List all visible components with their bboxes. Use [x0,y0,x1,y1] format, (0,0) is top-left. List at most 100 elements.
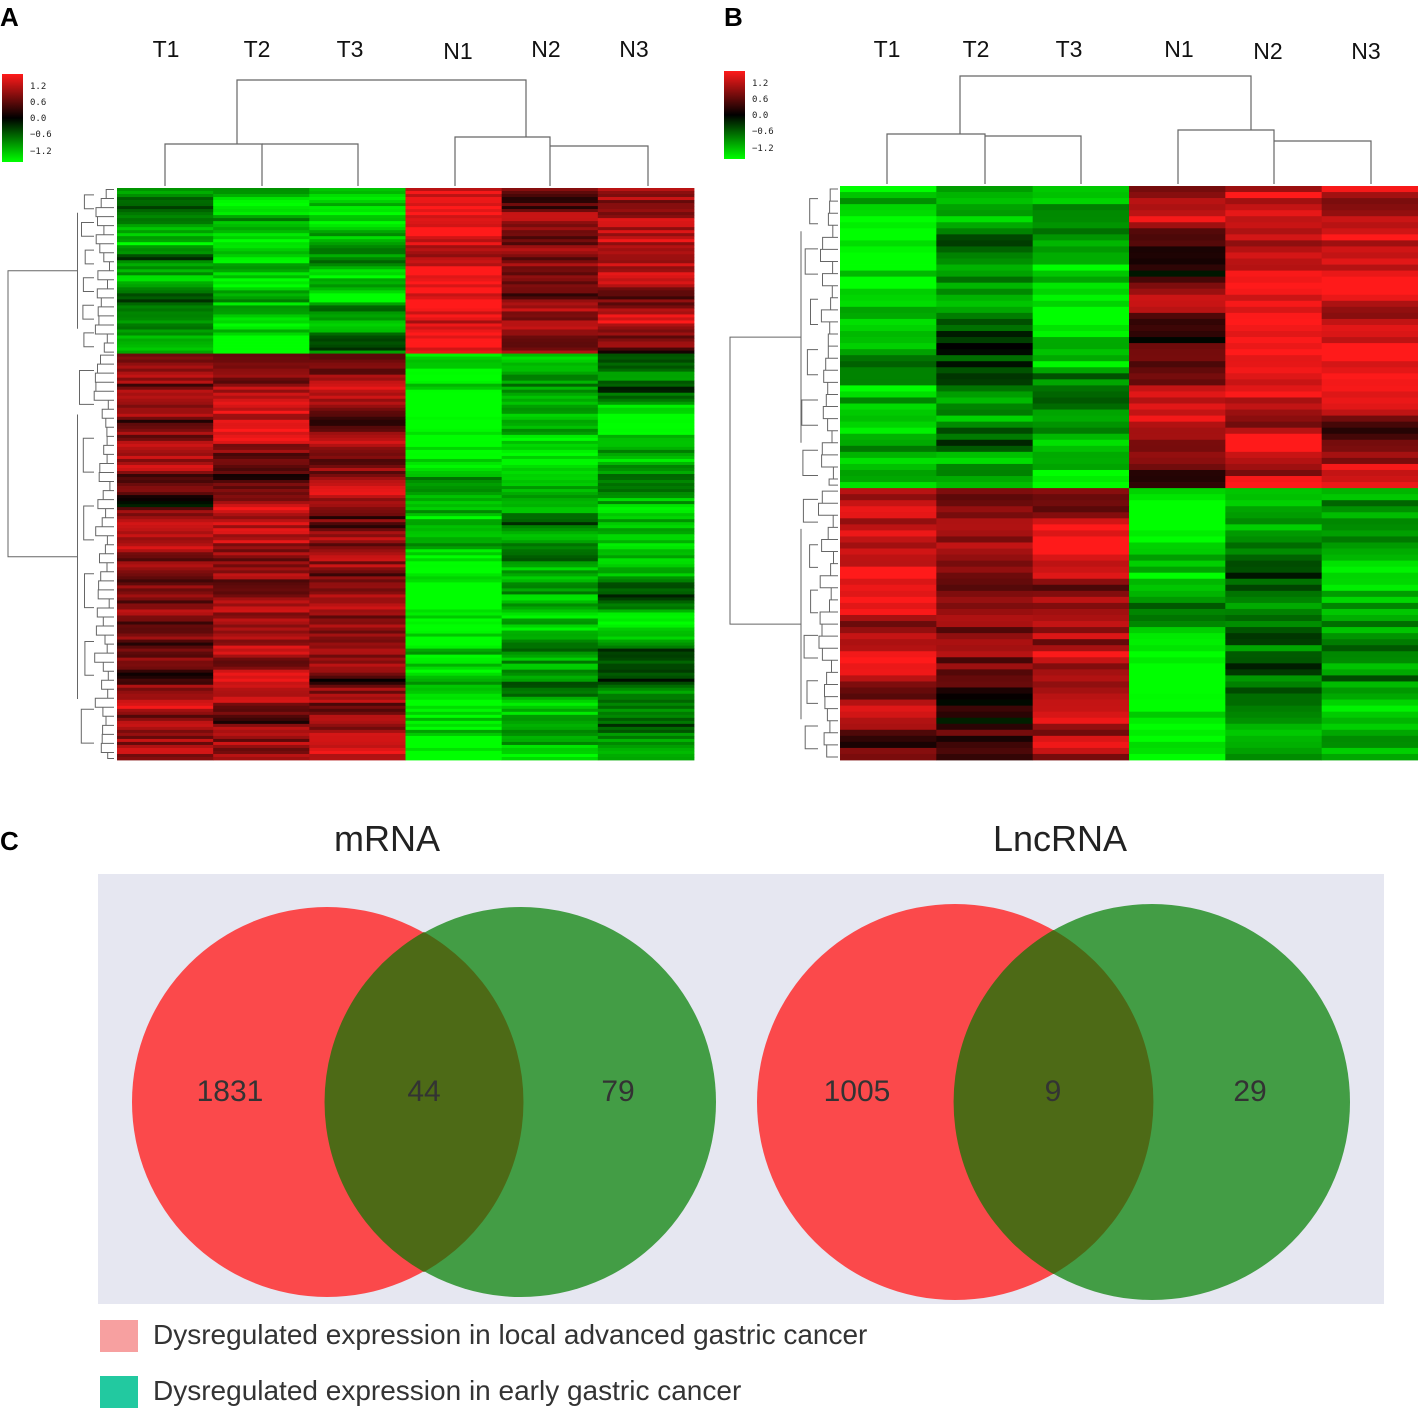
heatmap-b-cell-t1-upper-31 [840,373,937,380]
heatmap-a-cell-n3-lower-87 [597,615,695,619]
heatmap-b-cell-t3-upper-35 [1032,397,1130,404]
heatmap-b-cell-n3-upper-34 [1321,391,1418,398]
heatmap-a-cell-n3-lower-49 [597,501,695,505]
heatmap-b-cell-t2-lower-39 [936,723,1034,731]
heatmap-b-cell-t1-lower-42 [840,741,937,749]
heatmap-a-cell-t1-lower-79 [117,591,214,595]
heatmap-a-cell-n1-upper-4 [405,200,503,204]
heatmap-a-cell-t2-lower-123 [213,723,310,728]
heatmap-b-cell-t1-lower-18 [840,596,937,604]
heatmap-a-cell-n2-lower-87 [501,615,599,619]
heatmap-b-cell-n3-lower-43 [1321,747,1418,755]
heatmap-b-cell-t3-upper-19 [1032,300,1130,308]
heatmap-a-cell-n2-lower-84 [501,606,599,610]
heatmap-a-cell-n2-lower-37 [501,464,599,469]
heatmap-a-cell-t2-upper-11 [213,221,310,225]
heatmap-a-cell-t2-upper-27 [213,269,310,273]
heatmap-a-cell-t1-lower-82 [117,600,214,604]
heatmap-b-cell-t2-lower-38 [936,717,1034,725]
heatmap-a-cell-n3-lower-68 [597,558,695,562]
heatmap-b-cell-n2-lower-8 [1225,536,1323,543]
heatmap-a-cell-t1-lower-126 [117,732,214,737]
heatmap-a-cell-n3-lower-112 [597,690,695,695]
heatmap-a-cell-n3-lower-85 [597,609,695,613]
heatmap-a-cell-t3-lower-82 [309,600,406,604]
heatmap-a-cell-n2-lower-6 [501,371,599,376]
heatmap-a-cell-t2-lower-40 [213,474,310,478]
heatmap-a-cell-t1-upper-53 [117,347,214,351]
heatmap-b-column-dendrogram [886,75,1372,184]
heatmap-a-cell-n2-lower-82 [501,600,599,604]
heatmap-a-cell-t2-lower-36 [213,461,310,466]
heatmap-b-column-labels: T1 T2 T3 N1 N2 N3 [874,36,1381,64]
heatmap-a-cell-n3-lower-30 [597,443,695,448]
heatmap-b-cell-n1-upper-17 [1129,288,1226,296]
heatmap-a-cell-n1-upper-20 [405,248,503,252]
heatmap-b-cell-n3-lower-38 [1321,717,1418,725]
heatmap-b-cell-t3-upper-8 [1032,234,1130,241]
heatmap-a-cell-n3-lower-50 [597,504,695,508]
heatmap-a-cell-t1-lower-4 [117,365,214,370]
heatmap-b-cell-n1-upper-13 [1129,264,1226,271]
panel-label-a: A [0,2,19,32]
heatmap-b-cell-t2-lower-24 [936,633,1034,640]
heatmap-b-cell-t1-upper-43 [840,445,937,453]
heatmap-a-cell-n1-lower-48 [405,498,503,502]
heatmap-a-cell-n3-lower-86 [597,612,695,616]
heatmap-a-cell-n3-lower-93 [597,633,695,637]
heatmap-a-cell-n3-lower-64 [597,546,695,550]
heatmap-a-cell-t2-lower-81 [213,597,310,601]
heatmap-b-cell-n3-lower-7 [1321,530,1418,537]
heatmap-b-cell-n1-upper-22 [1129,318,1226,326]
heatmap-a-cell-n3-lower-52 [597,510,695,514]
heatmap-a-cell-n3-lower-7 [597,374,695,379]
heatmap-a-cell-t2-lower-79 [213,591,310,595]
heatmap-b-cell-n1-upper-40 [1129,427,1226,435]
heatmap-a-cell-n1-upper-24 [405,260,503,264]
heatmap-b-cell-n1-upper-6 [1129,222,1226,229]
heatmap-a-cell-t2-upper-10 [213,218,310,222]
heatmap-a-cell-t3-lower-28 [309,437,406,442]
heatmap-a-cell-n1-lower-72 [405,570,503,574]
heatmap-a-cell-t3-lower-47 [309,495,406,499]
heatmap-a-cell-n3-upper-29 [597,275,695,279]
heatmap-b-cell-t3-lower-30 [1032,669,1130,676]
heatmap-a-cell-n2-lower-30 [501,443,599,448]
heatmap-a-cell-n2-lower-73 [501,573,599,577]
heatmap-a-cell-t3-lower-39 [309,470,406,475]
heatmap-b-cell-n3-lower-34 [1321,693,1418,700]
heatmap-a-col-label-n2: N2 [531,36,560,62]
heatmap-b-cell-t2-upper-28 [936,355,1034,362]
heatmap-b-cell-n1-lower-35 [1129,699,1226,707]
heatmap-a-cell-t1-lower-70 [117,564,214,568]
heatmap-a-cell-t2-lower-31 [213,446,310,451]
heatmap-a-cell-t2-upper-14 [213,230,310,234]
heatmap-b-cell-n2-upper-5 [1225,216,1323,223]
heatmap-a-cell-t1-upper-31 [117,281,214,285]
venn-mrna-count-both: 44 [407,1075,440,1108]
heatmap-a-cell-t3-upper-54 [309,350,406,354]
heatmap-a-cell-t1-lower-39 [117,470,214,475]
heatmap-a-cell-t2-upper-6 [213,206,310,210]
heatmap-a-cell-n3-lower-40 [597,474,695,478]
heatmap-a-cell-n3-lower-115 [597,699,695,704]
heatmap-b-cell-t3-lower-14 [1032,572,1130,580]
heatmap-a-cell-t3-lower-60 [309,534,406,538]
heatmap-a-cell-t3-lower-103 [309,663,406,668]
heatmap-b-cell-t1-lower-15 [840,578,937,586]
heatmap-b-cell-n2-upper-21 [1225,312,1323,320]
heatmap-a-cell-t1-upper-21 [117,251,214,255]
heatmap-a-cell-n2-upper-27 [501,269,599,273]
heatmap-a-cell-n3-upper-32 [597,284,695,288]
heatmap-b-cell-t1-lower-37 [840,711,937,719]
heatmap-a-cell-n2-lower-121 [501,717,599,722]
row-dendrogram-b-branches [729,188,838,758]
heatmap-a-cell-t3-upper-19 [309,245,406,249]
heatmap-a-cell-t3-upper-0 [309,188,406,192]
heatmap-a-cell-n3-lower-88 [597,618,695,622]
heatmap-a-cell-n3-lower-117 [597,705,695,710]
heatmap-b-cell-t1-lower-2 [840,500,937,507]
heatmap-b-cell-t1-upper-10 [840,246,937,253]
heatmap-b-cell-n2-upper-6 [1225,222,1323,229]
heatmap-b-cell-n3-upper-29 [1321,361,1418,368]
